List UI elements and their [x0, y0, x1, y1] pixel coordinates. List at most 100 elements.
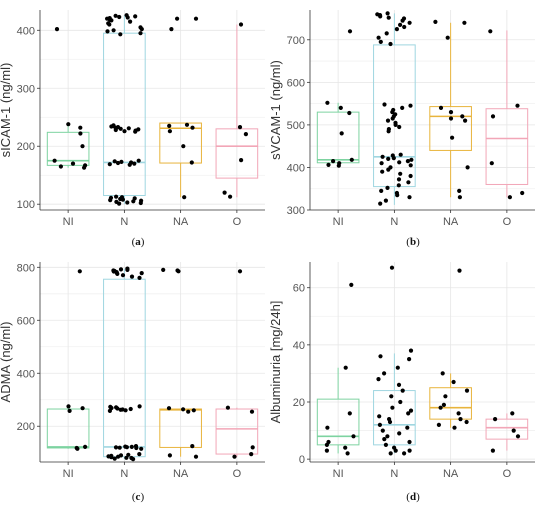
- data-point: [460, 114, 465, 119]
- data-point: [116, 454, 121, 459]
- y-axis-label: sVCAM-1 (ng/ml): [268, 60, 283, 160]
- data-point: [396, 183, 401, 188]
- data-point: [347, 110, 352, 116]
- data-point: [380, 154, 385, 159]
- data-point: [450, 135, 455, 140]
- box-O: [485, 29, 529, 200]
- data-point: [126, 126, 131, 131]
- box-N: [373, 265, 416, 456]
- data-point: [137, 275, 142, 280]
- data-point: [125, 200, 130, 205]
- box-O: [215, 269, 259, 459]
- data-point: [78, 125, 83, 130]
- data-point: [408, 163, 413, 168]
- data-point: [351, 434, 356, 439]
- data-point: [113, 445, 119, 450]
- data-point: [176, 269, 181, 274]
- data-point: [379, 161, 384, 166]
- data-point: [133, 14, 138, 19]
- y-tick-label: 500: [287, 120, 305, 132]
- data-point: [77, 269, 82, 274]
- data-point: [386, 15, 391, 20]
- data-point: [441, 402, 446, 407]
- data-point: [407, 195, 412, 200]
- box-NA: [159, 16, 202, 200]
- data-point: [118, 32, 123, 37]
- data-point: [107, 408, 112, 413]
- data-point: [385, 185, 390, 190]
- data-point: [464, 388, 470, 393]
- data-point: [383, 198, 388, 203]
- data-point: [438, 405, 443, 410]
- data-point: [190, 444, 195, 449]
- data-point: [448, 110, 454, 115]
- y-tick-label: 100: [17, 199, 35, 211]
- x-tick-label: N: [120, 216, 128, 228]
- data-point: [389, 394, 394, 399]
- data-point: [125, 267, 130, 272]
- data-point: [237, 125, 243, 130]
- data-point: [400, 105, 405, 110]
- x-tick-label: NA: [173, 216, 189, 228]
- data-point: [191, 408, 196, 413]
- data-point: [117, 14, 122, 20]
- data-point: [436, 422, 441, 427]
- x-tick-label: O: [503, 216, 512, 228]
- data-point: [402, 24, 407, 30]
- x-tick-label: NI: [333, 216, 344, 228]
- box-O: [215, 22, 259, 199]
- data-point: [349, 157, 354, 162]
- data-point: [137, 452, 142, 457]
- panel-caption: (b): [406, 236, 420, 248]
- box-iqr: [429, 106, 472, 151]
- data-point: [400, 388, 405, 393]
- data-point: [386, 167, 391, 172]
- box-N: [103, 13, 146, 206]
- data-point: [133, 129, 138, 134]
- box-NI: [316, 29, 360, 168]
- data-point: [396, 177, 402, 182]
- y-tick-label: 300: [287, 205, 305, 217]
- data-point: [448, 116, 454, 121]
- data-point: [115, 271, 120, 276]
- x-tick-label: NI: [333, 468, 344, 480]
- data-point: [338, 105, 343, 110]
- data-point: [440, 371, 445, 376]
- box-NI: [46, 27, 90, 170]
- data-point: [408, 408, 414, 413]
- data-point: [382, 437, 387, 442]
- data-point: [124, 445, 129, 450]
- data-point: [395, 365, 400, 370]
- data-point: [118, 126, 123, 131]
- box-iqr: [159, 408, 202, 448]
- x-tick-label: NA: [173, 468, 189, 480]
- data-point: [520, 190, 525, 196]
- data-point: [113, 127, 118, 133]
- data-point: [464, 419, 469, 425]
- data-point: [515, 103, 520, 108]
- data-point: [398, 399, 403, 405]
- box-iqr: [159, 122, 202, 164]
- data-point: [345, 451, 350, 456]
- data-point: [112, 456, 117, 461]
- data-point: [80, 144, 85, 149]
- panel-caption: (a): [132, 236, 145, 248]
- data-point: [463, 118, 468, 123]
- data-point: [402, 451, 407, 456]
- data-point: [405, 159, 410, 164]
- data-point: [120, 197, 125, 202]
- data-point: [380, 169, 385, 174]
- data-point: [395, 193, 400, 198]
- data-point: [122, 129, 127, 134]
- data-point: [378, 39, 383, 45]
- data-point: [465, 165, 470, 170]
- box-iqr: [316, 398, 360, 446]
- data-point: [445, 35, 450, 40]
- data-point: [407, 439, 412, 445]
- data-point: [181, 407, 186, 412]
- data-point: [378, 14, 383, 19]
- data-point: [105, 29, 110, 34]
- data-point: [228, 194, 233, 199]
- data-point: [511, 428, 516, 433]
